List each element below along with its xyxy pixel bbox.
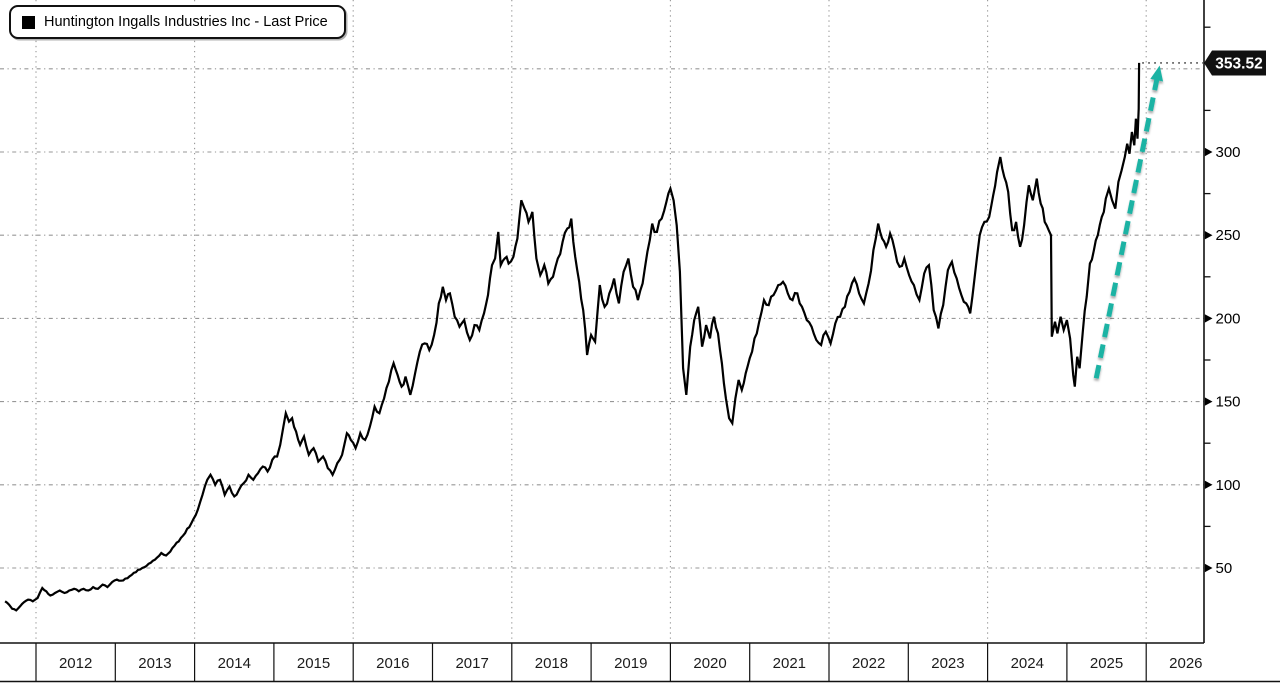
legend: Huntington Ingalls Industries Inc - Last… [9,5,346,39]
y-axis-tick-label: 100 [1216,477,1241,494]
y-axis-tick-arrow-icon [1204,314,1213,323]
y-axis-tick-label: 50 [1216,560,1233,577]
x-axis-year-label: 2017 [455,655,488,672]
y-axis-tick-arrow-icon [1204,397,1213,406]
x-axis-year-label: 2019 [614,655,647,672]
last-price-tag-shape [1204,50,1266,76]
projection-arrowhead-icon [1150,65,1164,82]
x-axis-year-label: 2013 [138,655,171,672]
x-axis-year-label: 2012 [59,655,92,672]
x-axis-year-label: 2026 [1169,655,1202,672]
y-axis: 50 100 150 200 250 300 [1204,26,1241,577]
y-axis-tick-arrow-icon [1204,231,1213,240]
last-price-tag: 353.52 [1204,50,1266,76]
projection-arrow [1093,65,1164,379]
legend-label: Huntington Ingalls Industries Inc - Last… [44,14,328,30]
x-axis-year-label: 2020 [693,655,726,672]
y-axis-tick-label: 200 [1216,310,1241,327]
x-axis-year-label: 2021 [773,655,806,672]
y-axis-tick-arrow-icon [1204,563,1213,573]
y-axis-tick-arrow-icon [1204,147,1213,157]
x-axis-year-label: 2014 [218,655,251,672]
x-axis-year-label: 2022 [852,655,885,672]
x-axis-year-label: 2016 [376,655,409,672]
y-axis-tick-label: 250 [1216,227,1241,244]
y-axis-tick-label: 150 [1216,394,1241,411]
x-axis-year-label: 2024 [1011,655,1044,672]
legend-swatch-icon [22,15,35,29]
x-axis-year-label: 2025 [1090,655,1123,672]
x-axis-year-label: 2023 [931,655,964,672]
x-axis-year-label: 2018 [535,655,568,672]
y-axis-tick-arrow-icon [1204,480,1213,489]
x-axis-year-label: 2015 [297,655,330,672]
last-price-tag-value: 353.52 [1215,55,1262,72]
y-axis-tick-label: 300 [1216,144,1241,161]
projection-arrow-shaft [1093,73,1161,379]
price-line-series [4,62,1141,612]
x-axis: 2012 2013 2014 2015 2016 2017 2018 2019 2020 2021… [35,643,1203,682]
gridlines [0,0,1204,643]
